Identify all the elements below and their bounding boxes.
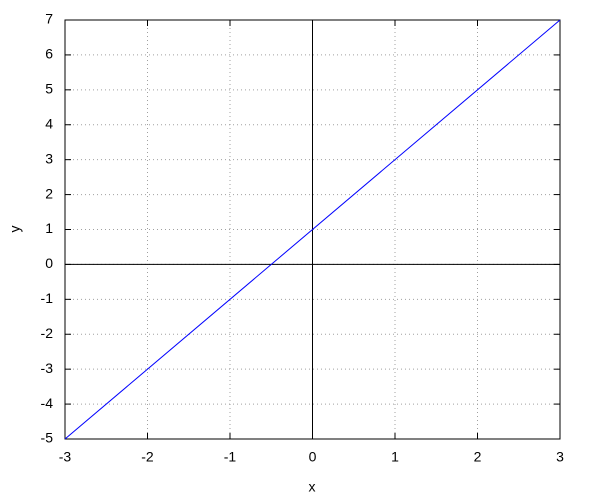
x-tick-label: 3 bbox=[556, 449, 564, 465]
y-tick-label: -4 bbox=[41, 395, 54, 411]
x-tick-label: -2 bbox=[141, 449, 154, 465]
y-tick-label: 0 bbox=[45, 255, 53, 271]
x-tick-label: 2 bbox=[474, 449, 482, 465]
x-tick-label: -3 bbox=[59, 449, 72, 465]
x-tick-label: 0 bbox=[309, 449, 317, 465]
y-tick-label: 7 bbox=[45, 11, 53, 27]
x-tick-label: -1 bbox=[224, 449, 237, 465]
y-tick-label: 2 bbox=[45, 185, 53, 201]
x-axis-label: x bbox=[309, 479, 316, 495]
y-tick-label: 6 bbox=[45, 46, 53, 62]
y-tick-label: -2 bbox=[41, 325, 54, 341]
y-tick-label: 4 bbox=[45, 115, 53, 131]
y-tick-label: -3 bbox=[41, 360, 54, 376]
data-line bbox=[64, 19, 561, 440]
y-tick-label: -1 bbox=[41, 290, 54, 306]
y-axis-label: y bbox=[7, 226, 23, 233]
y-tick-label: -5 bbox=[41, 430, 54, 446]
y-tick-label: 5 bbox=[45, 81, 53, 97]
y-tick-label: 1 bbox=[45, 220, 53, 236]
y-tick-label: 3 bbox=[45, 150, 53, 166]
plot-frame bbox=[64, 19, 561, 440]
x-tick-label: 1 bbox=[391, 449, 399, 465]
